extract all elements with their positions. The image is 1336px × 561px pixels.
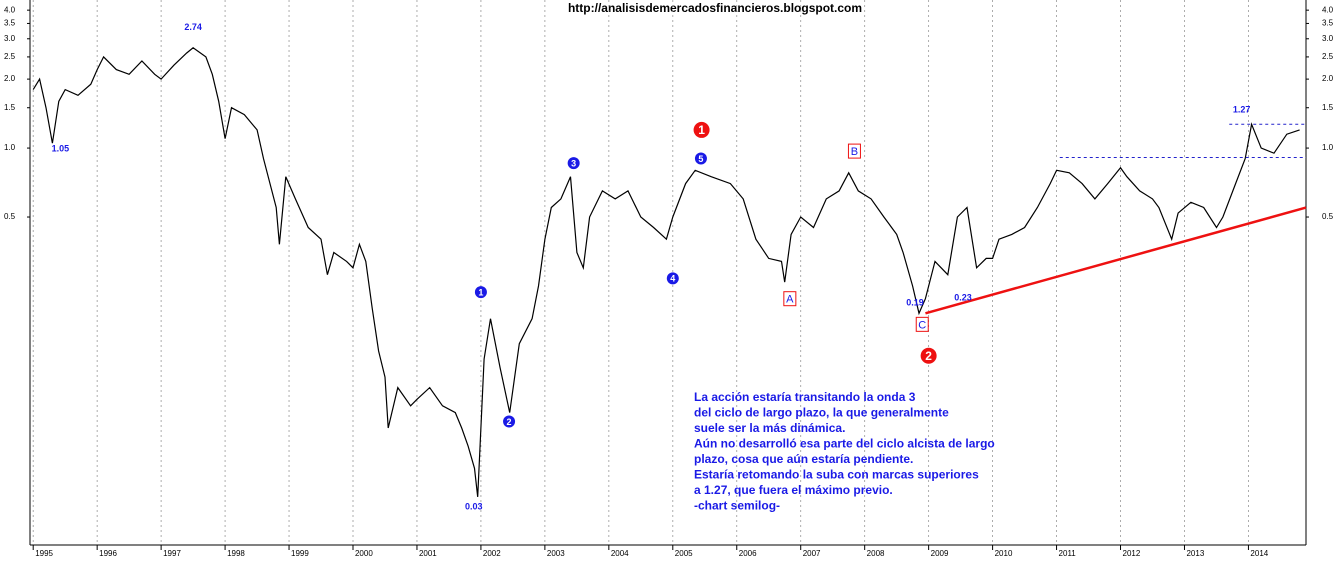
wave-label: 2 — [925, 349, 932, 363]
wave-label: 2 — [507, 417, 512, 427]
wave-marker — [915, 316, 929, 332]
y-tick-label: 3.5 — [4, 19, 16, 28]
y-tick-label: 4.0 — [1322, 5, 1334, 14]
wave-label: 5 — [698, 154, 703, 164]
wave-label: B — [851, 146, 858, 158]
x-tick-label: 1995 — [35, 549, 53, 558]
wave-marker — [666, 272, 679, 285]
comment-line: La acción estaría transitando la onda 3 — [694, 390, 916, 404]
y-tick-label: 3.0 — [4, 34, 16, 43]
y-tick-label: 3.5 — [1322, 19, 1334, 28]
wave-label: A — [786, 294, 794, 306]
y-tick-label: 1.5 — [4, 103, 16, 112]
comment-line: Estaría retomando la suba con marcas sup… — [694, 468, 979, 482]
price-line — [32, 47, 1300, 497]
x-tick-label: 2003 — [547, 549, 565, 558]
x-tick-label: 1997 — [163, 549, 181, 558]
price-label: 1.05 — [52, 144, 70, 154]
x-tick-label: 2011 — [1059, 549, 1077, 558]
y-tick-label: 1.0 — [4, 143, 16, 152]
price-label: 0.03 — [465, 501, 483, 511]
x-tick-label: 2002 — [483, 549, 501, 558]
x-tick-label: 2009 — [931, 549, 949, 558]
wave-marker — [847, 143, 861, 159]
x-tick-label: 2000 — [355, 549, 373, 558]
wave-label: 1 — [478, 288, 483, 298]
x-tick-label: 2007 — [803, 549, 821, 558]
x-tick-label: 1998 — [227, 549, 245, 558]
x-tick-label: 2005 — [675, 549, 693, 558]
comment-line: -chart semilog- — [694, 499, 780, 513]
y-tick-label: 0.5 — [1322, 212, 1334, 221]
wave-marker — [694, 152, 707, 165]
price-label: 0.19 — [906, 298, 924, 308]
y-tick-label: 2.0 — [1322, 74, 1334, 83]
wave-marker — [503, 415, 516, 428]
x-tick-label: 2008 — [867, 549, 885, 558]
comment-line: suele ser la más dinámica. — [694, 421, 845, 435]
x-tick-label: 2004 — [611, 549, 629, 558]
wave-label: 1 — [698, 123, 705, 137]
price-label: 2.74 — [184, 22, 202, 32]
x-tick-label: 2006 — [739, 549, 757, 558]
wave-marker — [920, 347, 937, 364]
chart-title: http://analisisdemercadosfinancieros.blo… — [568, 1, 862, 15]
wave-label: C — [918, 319, 926, 331]
wave-marker — [567, 157, 580, 170]
price-label: 1.27 — [1233, 105, 1251, 115]
y-tick-label: 4.0 — [4, 5, 16, 14]
x-tick-label: 1999 — [291, 549, 309, 558]
x-tick-label: 2012 — [1123, 549, 1141, 558]
comment-line: plazo, cosa que aún estaría pendiente. — [694, 452, 913, 466]
wave-label: 4 — [670, 274, 675, 284]
trend-line — [925, 206, 1307, 315]
comment-line: del ciclo de largo plazo, la que general… — [694, 406, 949, 420]
y-tick-label: 2.0 — [4, 74, 16, 83]
y-tick-label: 1.0 — [1322, 143, 1334, 152]
comment-line: Aún no desarrolló esa parte del ciclo al… — [694, 437, 995, 451]
comment-line: a 1.27, que fuera el máximo previo. — [694, 483, 893, 497]
y-tick-label: 2.5 — [1322, 52, 1334, 61]
x-tick-label: 2010 — [995, 549, 1013, 558]
x-tick-label: 2013 — [1186, 549, 1204, 558]
y-tick-label: 0.5 — [4, 212, 16, 221]
x-tick-label: 1996 — [99, 549, 117, 558]
wave-marker — [783, 291, 797, 307]
wave-label: 3 — [571, 158, 576, 168]
x-tick-label: 2001 — [419, 549, 437, 558]
wave-marker — [474, 286, 487, 299]
y-tick-label: 1.5 — [1322, 103, 1334, 112]
y-tick-label: 2.5 — [4, 52, 16, 61]
price-label: 0.23 — [954, 293, 972, 303]
y-tick-label: 3.0 — [1322, 34, 1334, 43]
wave-marker — [693, 121, 710, 138]
x-tick-label: 2014 — [1250, 549, 1268, 558]
